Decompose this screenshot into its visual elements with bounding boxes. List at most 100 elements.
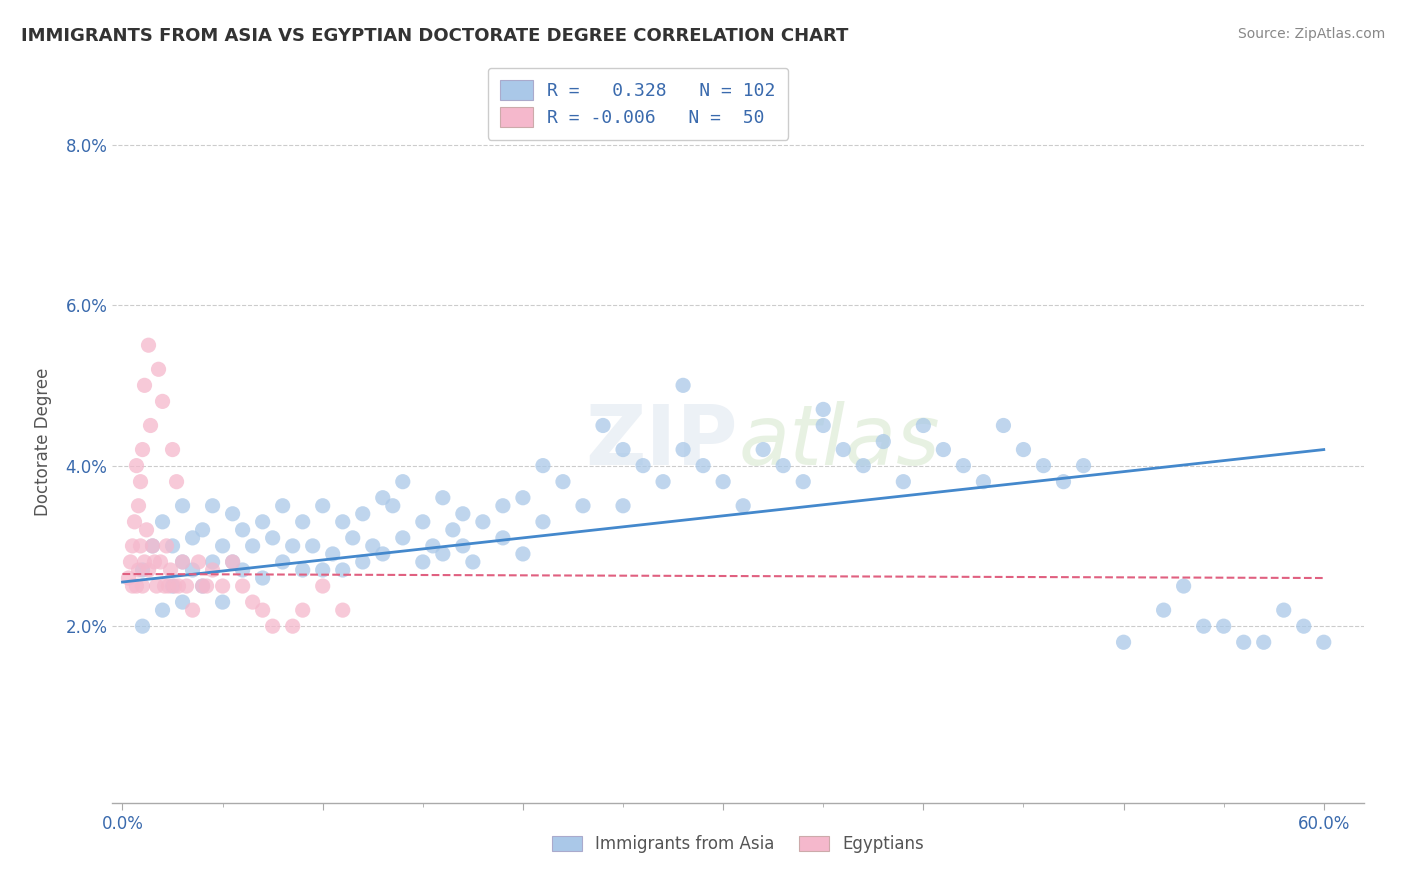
Point bbox=[471, 515, 494, 529]
Point bbox=[612, 442, 634, 457]
Point bbox=[121, 539, 143, 553]
Point bbox=[149, 555, 172, 569]
Point bbox=[312, 563, 335, 577]
Point bbox=[332, 603, 354, 617]
Point bbox=[322, 547, 344, 561]
Point bbox=[172, 555, 194, 569]
Point bbox=[181, 531, 204, 545]
Point bbox=[211, 539, 233, 553]
Point bbox=[252, 515, 274, 529]
Point bbox=[312, 499, 335, 513]
Point bbox=[371, 547, 394, 561]
Point bbox=[201, 499, 224, 513]
Point bbox=[451, 507, 474, 521]
Point bbox=[572, 499, 595, 513]
Point bbox=[252, 603, 274, 617]
Point bbox=[281, 539, 304, 553]
Point bbox=[952, 458, 974, 473]
Point bbox=[422, 539, 444, 553]
Point bbox=[120, 555, 142, 569]
Point bbox=[752, 442, 775, 457]
Text: Source: ZipAtlas.com: Source: ZipAtlas.com bbox=[1237, 27, 1385, 41]
Point bbox=[195, 579, 218, 593]
Point bbox=[125, 458, 148, 473]
Point bbox=[1153, 603, 1175, 617]
Point bbox=[301, 539, 323, 553]
Point bbox=[131, 619, 153, 633]
Point bbox=[163, 579, 186, 593]
Point bbox=[312, 579, 335, 593]
Point bbox=[432, 547, 454, 561]
Point bbox=[124, 515, 146, 529]
Point bbox=[672, 378, 695, 392]
Point bbox=[134, 555, 156, 569]
Point bbox=[162, 539, 184, 553]
Point bbox=[291, 563, 314, 577]
Point bbox=[332, 515, 354, 529]
Point bbox=[972, 475, 994, 489]
Point bbox=[121, 579, 143, 593]
Point bbox=[181, 563, 204, 577]
Point bbox=[1073, 458, 1095, 473]
Point bbox=[1272, 603, 1295, 617]
Point bbox=[134, 378, 156, 392]
Point bbox=[157, 579, 180, 593]
Point bbox=[352, 507, 374, 521]
Point bbox=[159, 563, 181, 577]
Point bbox=[201, 563, 224, 577]
Point bbox=[381, 499, 404, 513]
Point bbox=[232, 579, 254, 593]
Point bbox=[191, 523, 214, 537]
Point bbox=[1212, 619, 1234, 633]
Legend: Immigrants from Asia, Egyptians: Immigrants from Asia, Egyptians bbox=[546, 828, 931, 860]
Point bbox=[176, 579, 198, 593]
Point bbox=[117, 571, 139, 585]
Point bbox=[813, 402, 835, 417]
Point bbox=[172, 499, 194, 513]
Point bbox=[232, 563, 254, 577]
Y-axis label: Doctorate Degree: Doctorate Degree bbox=[34, 368, 52, 516]
Point bbox=[391, 475, 413, 489]
Point bbox=[391, 531, 413, 545]
Point bbox=[852, 458, 875, 473]
Point bbox=[531, 515, 554, 529]
Point bbox=[932, 442, 955, 457]
Point bbox=[191, 579, 214, 593]
Point bbox=[143, 555, 166, 569]
Point bbox=[131, 442, 153, 457]
Point bbox=[492, 531, 515, 545]
Point bbox=[138, 338, 160, 352]
Point bbox=[252, 571, 274, 585]
Point bbox=[172, 595, 194, 609]
Point bbox=[1292, 619, 1315, 633]
Point bbox=[141, 539, 163, 553]
Point bbox=[187, 555, 209, 569]
Point bbox=[152, 394, 174, 409]
Point bbox=[993, 418, 1015, 433]
Point bbox=[162, 442, 184, 457]
Point bbox=[412, 555, 434, 569]
Point bbox=[512, 547, 534, 561]
Point bbox=[162, 579, 184, 593]
Point bbox=[332, 563, 354, 577]
Point bbox=[612, 499, 634, 513]
Point bbox=[221, 555, 243, 569]
Point bbox=[141, 539, 163, 553]
Point bbox=[167, 579, 190, 593]
Point bbox=[128, 499, 150, 513]
Point bbox=[1253, 635, 1275, 649]
Point bbox=[492, 499, 515, 513]
Point bbox=[672, 442, 695, 457]
Point bbox=[412, 515, 434, 529]
Point bbox=[652, 475, 675, 489]
Point bbox=[291, 603, 314, 617]
Point bbox=[872, 434, 894, 449]
Point bbox=[211, 579, 233, 593]
Point bbox=[191, 579, 214, 593]
Point bbox=[181, 603, 204, 617]
Point bbox=[1012, 442, 1035, 457]
Point bbox=[138, 563, 160, 577]
Point bbox=[221, 507, 243, 521]
Point bbox=[361, 539, 384, 553]
Point bbox=[135, 523, 157, 537]
